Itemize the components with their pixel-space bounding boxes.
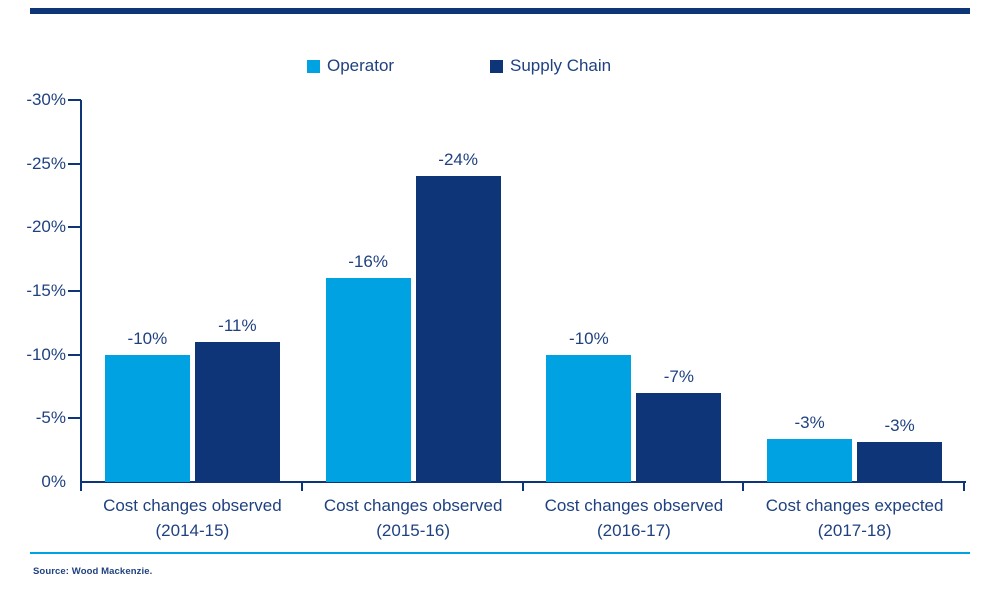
bar-value-label: -16% — [348, 252, 388, 272]
y-axis-tick-label: -15% — [26, 281, 66, 300]
y-axis-tick-label: 0% — [41, 472, 66, 491]
y-axis-tick — [68, 162, 81, 165]
legend: Operator Supply Chain — [0, 55, 1000, 77]
category-label-line2: (2015-16) — [376, 521, 450, 540]
x-axis-tick — [963, 483, 965, 491]
bar-operator — [325, 278, 411, 482]
y-axis-tick — [68, 99, 81, 101]
source-note: Source: Wood Mackenzie. — [33, 566, 153, 577]
bar-supply-chain — [636, 392, 722, 482]
x-axis-tick — [301, 483, 303, 491]
x-axis-tick — [522, 483, 524, 491]
category-label-line1: Cost changes observed — [323, 496, 503, 515]
y-axis-tick-label: -10% — [26, 344, 66, 364]
legend-label: Supply Chain — [510, 56, 612, 75]
y-axis-tick — [68, 417, 81, 420]
category-label-line2: (2016-17) — [597, 521, 671, 540]
bar-value-label: -3% — [884, 415, 915, 435]
bar-operator — [104, 354, 190, 482]
category-label-line1: Cost changes observed — [544, 496, 724, 515]
category-label-line2: (2014-15) — [155, 521, 230, 540]
bar-operator — [767, 438, 853, 482]
legend-swatch-icon — [307, 59, 320, 73]
legend-item-operator: Operator — [307, 55, 394, 77]
bottom-rule — [30, 552, 970, 554]
top-rule — [30, 8, 970, 14]
bar-value-label: -3% — [794, 412, 825, 432]
legend-item-supply-chain: Supply Chain — [490, 55, 611, 77]
y-axis-tick — [68, 226, 81, 229]
y-axis-tick — [68, 353, 81, 356]
bar-operator — [546, 354, 632, 482]
legend-swatch-icon — [490, 59, 503, 73]
bar-supply-chain — [857, 441, 943, 482]
x-axis-tick — [80, 483, 82, 491]
y-axis-line — [80, 100, 82, 484]
y-axis-tick — [68, 290, 81, 292]
legend-label: Operator — [327, 56, 395, 75]
bar-value-label: -10% — [127, 328, 168, 348]
bar-value-label: -24% — [438, 150, 478, 170]
y-axis-tick-label: -20% — [26, 217, 66, 237]
bar-supply-chain — [415, 176, 501, 482]
category-label-line1: Cost changes expected — [765, 496, 944, 515]
y-axis-tick-label: -5% — [35, 408, 66, 428]
category-label-line1: Cost changes observed — [103, 496, 282, 515]
bar-value-label: -10% — [569, 328, 609, 348]
x-axis-tick — [742, 483, 744, 491]
bar-value-label: -7% — [663, 366, 694, 386]
bar-value-label: -11% — [218, 315, 257, 335]
y-axis-tick-label: -30% — [26, 90, 66, 109]
x-axis-line — [80, 481, 966, 483]
category-label-line2: (2017-18) — [817, 521, 892, 540]
bar-supply-chain — [194, 341, 280, 482]
y-axis-tick-label: -25% — [26, 153, 66, 173]
